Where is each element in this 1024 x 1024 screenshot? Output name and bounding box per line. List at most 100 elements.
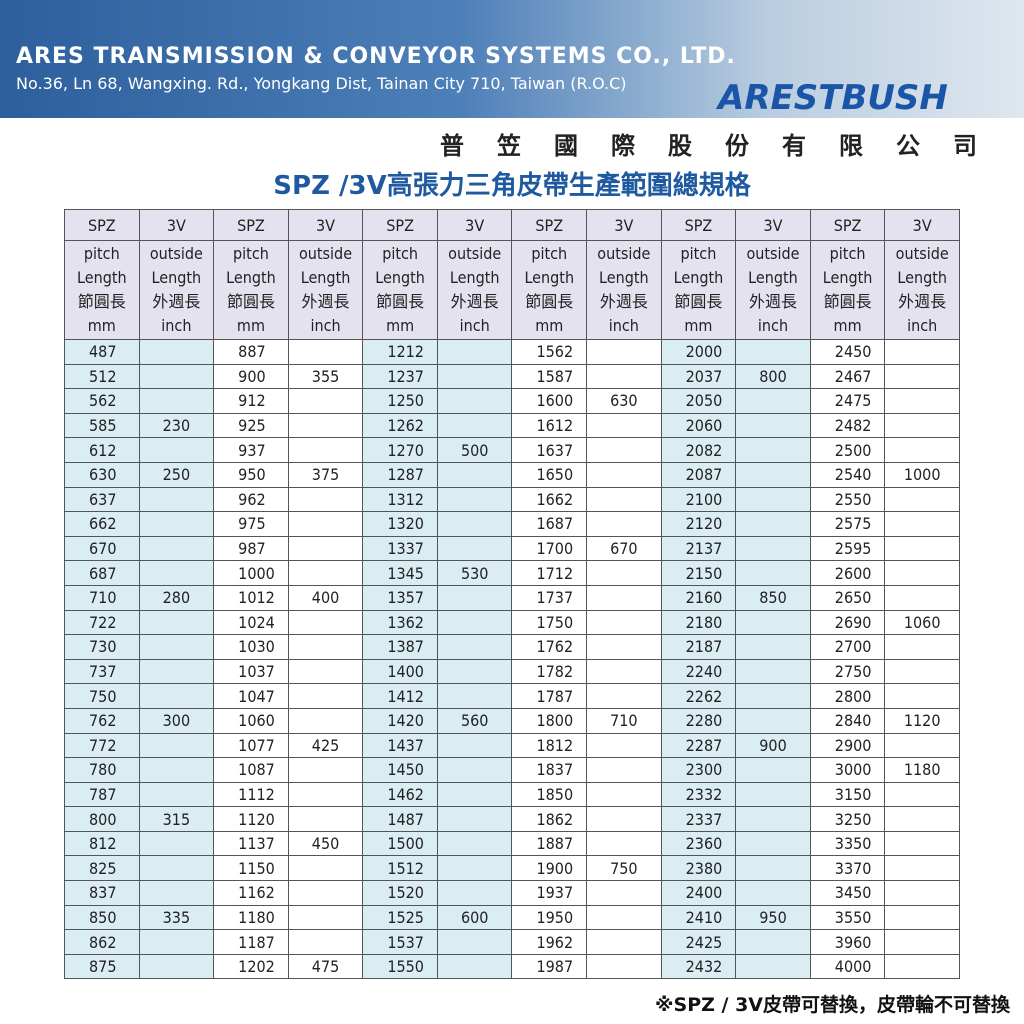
table-cell [884, 363, 960, 390]
table-cell: 2180 [660, 609, 737, 636]
table-cell: 1900 [511, 855, 588, 882]
table-cell: 2000 [660, 339, 737, 365]
table-row: 772 1077 425 1437 1812 2287 900 2900 [64, 732, 960, 759]
table-row: 780 1087 1450 1837 2300 3000 1180 [64, 757, 960, 783]
table-cell [735, 855, 811, 882]
company-name-zh: 普笠國際股份有限公司 [440, 132, 1010, 160]
table-cell [436, 511, 513, 537]
table-cell: 1937 [511, 880, 588, 906]
table-cell: 3370 [809, 855, 886, 882]
table-cell [287, 511, 364, 537]
table-cell: 300 [138, 707, 215, 734]
table-cell: 1337 [362, 535, 438, 562]
table-cell [884, 535, 960, 562]
table-cell: 280 [138, 584, 215, 611]
table-cell: 1000 [213, 560, 289, 586]
table-cell: 355 [287, 363, 364, 390]
table-cell [586, 830, 662, 857]
table-cell: 1862 [511, 806, 588, 832]
table-cell: 560 [436, 707, 513, 734]
table-cell [436, 806, 513, 832]
table-cell: 1047 [213, 683, 289, 709]
table-row: 730 1030 1387 1762 2187 2700 [64, 634, 960, 660]
table-cell [586, 929, 662, 955]
subheader-line: mm [386, 316, 415, 335]
table-cell [884, 339, 960, 365]
table-cell [287, 535, 364, 562]
column-header: SPZ [64, 209, 140, 241]
table-cell: 335 [138, 904, 215, 931]
table-cell [586, 461, 662, 488]
subheader-line: inch [907, 316, 938, 335]
column-subheader: outside Length 外週長 inch [436, 240, 513, 340]
table-cell [735, 929, 811, 955]
table-row: 687 1000 1345 530 1712 2150 2600 [64, 560, 960, 586]
column-subheader: pitch Length 節圓長 mm [362, 240, 438, 340]
subheader-line: inch [161, 316, 192, 335]
table-cell: 962 [213, 486, 289, 513]
table-cell [138, 757, 215, 783]
table-cell [735, 412, 811, 439]
table-row: 487 887 1212 1562 2000 2450 [64, 339, 960, 365]
table-cell: 1120 [884, 707, 960, 734]
table-cell: 425 [287, 732, 364, 759]
subheader-line: Length [748, 268, 798, 287]
table-cell: 585 [64, 412, 140, 439]
table-cell [436, 732, 513, 759]
table-cell [138, 781, 215, 808]
table-cell: 900 [735, 732, 811, 759]
table-cell: 1637 [511, 437, 588, 463]
table-cell: 1270 [362, 437, 438, 463]
table-cell [586, 560, 662, 586]
table-cell [884, 412, 960, 439]
subheader-line: 節圓長 [823, 292, 872, 311]
table-cell [884, 929, 960, 955]
table-cell: 2700 [809, 634, 886, 660]
table-cell [436, 757, 513, 783]
subheader-line: 外週長 [450, 292, 499, 311]
table-cell: 1400 [362, 658, 438, 685]
table-cell: 800 [735, 363, 811, 390]
table-cell: 3350 [809, 830, 886, 857]
table-cell [138, 880, 215, 906]
table-row: 875 1202 475 1550 1987 2432 4000 [64, 953, 960, 980]
table-cell: 1162 [213, 880, 289, 906]
table-cell: 1700 [511, 535, 588, 562]
table-cell: 2450 [809, 339, 886, 365]
table-cell: 862 [64, 929, 140, 955]
table-cell [287, 757, 364, 783]
subheader-line: pitch [382, 244, 419, 263]
table-cell: 787 [64, 781, 140, 808]
subheader-line: Length [673, 268, 724, 287]
table-cell: 2150 [660, 560, 737, 586]
table-cell [287, 929, 364, 955]
table-cell [735, 461, 811, 488]
table-row: 585 230 925 1262 1612 2060 2482 [64, 412, 960, 439]
column-header: 3V [138, 209, 215, 241]
table-cell [436, 929, 513, 955]
table-cell [138, 830, 215, 857]
table-cell: 670 [64, 535, 140, 562]
table-cell [735, 339, 811, 365]
table-cell: 900 [213, 363, 289, 390]
table-cell: 1030 [213, 634, 289, 660]
table-cell [287, 609, 364, 636]
table-cell: 722 [64, 609, 140, 636]
table-cell: 2300 [660, 757, 737, 783]
table-cell: 2540 [809, 461, 886, 488]
table-cell: 475 [287, 953, 364, 980]
table-cell: 1537 [362, 929, 438, 955]
subheader-line: outside [149, 244, 203, 263]
table-cell [138, 855, 215, 882]
table-cell [884, 560, 960, 586]
table-cell: 1562 [511, 339, 588, 365]
table-cell [586, 511, 662, 537]
table-cell: 2432 [660, 953, 737, 980]
table-cell: 2332 [660, 781, 737, 808]
table-cell: 1437 [362, 732, 438, 759]
table-cell [735, 560, 811, 586]
title: SPZ /3V高張力三角皮帶生產範圍總規格 [273, 171, 751, 201]
table-row: 612 937 1270 500 1637 2082 2500 [64, 437, 960, 463]
table-cell: 1250 [362, 388, 438, 414]
subheader-line: Length [226, 268, 276, 287]
